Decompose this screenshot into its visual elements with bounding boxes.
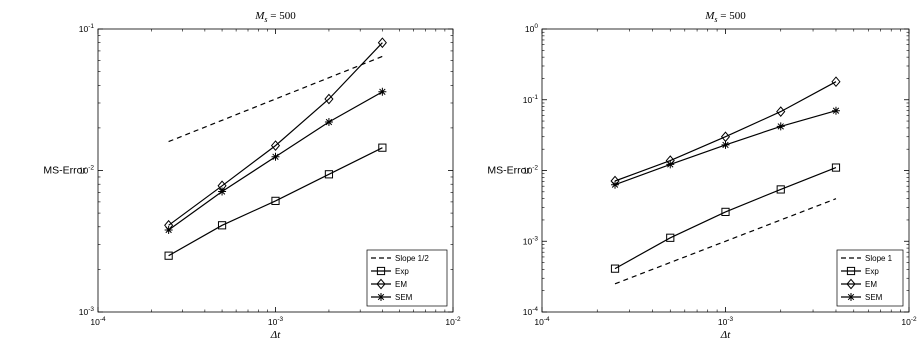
x-tick-label: 10-2 xyxy=(445,316,461,327)
legend-marker-diamond xyxy=(846,278,856,290)
data-point-exp xyxy=(271,196,280,205)
legend-box xyxy=(366,249,448,307)
series-line-exp xyxy=(168,147,383,257)
x-tick-label: 10-4 xyxy=(90,316,106,327)
data-point-sem xyxy=(776,122,785,131)
x-tick-label: 10-3 xyxy=(268,316,284,327)
series-line-em xyxy=(614,81,837,182)
data-point-exp xyxy=(666,233,675,242)
x-tick-label: 10-2 xyxy=(901,316,917,327)
y-tick-label: 10-3 xyxy=(79,306,95,317)
series-exp xyxy=(610,163,841,273)
legend: Slope 1/2 Exp EM SEM xyxy=(366,249,448,307)
legend-marker-square xyxy=(846,266,856,276)
y-tick-label: 10-2 xyxy=(523,165,539,176)
series-exp xyxy=(164,143,387,260)
legend-entry-em: EM xyxy=(371,278,407,290)
data-point-sem xyxy=(271,152,280,161)
data-point-exp xyxy=(776,185,785,194)
data-point-sem xyxy=(611,180,620,189)
data-point-em xyxy=(776,106,786,117)
legend-marker-diamond xyxy=(376,278,386,290)
data-point-sem xyxy=(831,106,840,115)
x-tick-label: 10-4 xyxy=(534,316,550,327)
series-line-sem xyxy=(168,91,383,231)
series-sem xyxy=(611,106,840,189)
y-axis-label: MS-Error xyxy=(487,165,530,177)
series-sem xyxy=(164,87,387,234)
y-tick-label: 10-3 xyxy=(523,235,539,246)
data-point-em xyxy=(377,37,387,49)
legend-marker-square xyxy=(376,266,386,276)
series-slope-1-2 xyxy=(168,55,383,143)
data-point-exp xyxy=(324,170,334,179)
chart-title: Ms = 500 xyxy=(254,10,296,24)
legend-entry-exp: Exp xyxy=(841,266,879,276)
data-point-sem xyxy=(164,225,173,234)
y-tick-label: 100 xyxy=(525,23,538,34)
series-line-exp xyxy=(614,167,837,270)
legend-label: SEM xyxy=(395,293,413,302)
series-slope-1 xyxy=(614,198,837,285)
data-point-exp xyxy=(831,163,841,172)
legend-label: Exp xyxy=(395,267,409,276)
data-point-exp xyxy=(721,207,730,216)
data-point-sem xyxy=(721,140,730,149)
data-point-sem xyxy=(324,118,333,127)
legend-label: EM xyxy=(395,280,407,289)
legend-label: SEM xyxy=(865,293,883,302)
legend: Slope 1 Exp EM SEM xyxy=(836,249,904,307)
y-tick-label: 10-4 xyxy=(523,306,539,317)
legend-label: EM xyxy=(865,280,877,289)
x-axis-label: Δt xyxy=(270,329,281,341)
data-point-em xyxy=(831,76,841,88)
legend-entry-sem: SEM xyxy=(841,293,883,302)
legend-marker-asterisk xyxy=(847,293,855,301)
data-point-em xyxy=(324,93,334,105)
x-axis-label: Δt xyxy=(720,329,731,341)
series-line-slope-1-2 xyxy=(168,55,383,143)
data-point-sem xyxy=(378,87,387,96)
legend-label: Slope 1/2 xyxy=(395,254,429,263)
chart-left: 10-4 10-3 10-210-310-210-1Ms = 500ΔtMS-Err… xyxy=(43,10,461,341)
chart-title: Ms = 500 xyxy=(704,10,746,24)
minor-ticks xyxy=(98,29,453,312)
series-line-slope-1 xyxy=(614,198,837,285)
legend-marker-asterisk xyxy=(377,293,385,301)
y-tick-label: 10-2 xyxy=(79,165,95,176)
legend-entry-em: EM xyxy=(841,278,877,290)
chart-right: 10-4 10-3 10-2 10-4 10-3 10-2 10-1 100 Ms = 500 Δ… xyxy=(487,10,917,341)
y-tick-label: 10-1 xyxy=(523,94,539,105)
data-point-sem xyxy=(666,160,675,169)
data-point-exp xyxy=(610,264,620,273)
minor-ticks xyxy=(542,29,909,312)
data-point-em xyxy=(270,140,281,151)
data-point-exp xyxy=(164,251,173,260)
legend-entry-sem: SEM xyxy=(371,293,413,302)
data-point-sem xyxy=(218,187,227,196)
legend-label: Slope 1 xyxy=(865,254,893,263)
legend-entry-slope-1-2: Slope 1/2 xyxy=(371,254,429,263)
data-point-exp xyxy=(378,143,387,152)
y-tick-label: 10-1 xyxy=(79,23,95,34)
legend-label: Exp xyxy=(865,267,879,276)
x-tick-label: 10-3 xyxy=(718,316,734,327)
data-point-exp xyxy=(217,221,227,230)
series-em xyxy=(610,76,841,187)
y-axis-label: MS-Error xyxy=(43,165,86,177)
legend-entry-exp: Exp xyxy=(371,266,409,276)
series-line-em xyxy=(168,42,383,226)
legend-entry-slope-1: Slope 1 xyxy=(841,254,893,263)
